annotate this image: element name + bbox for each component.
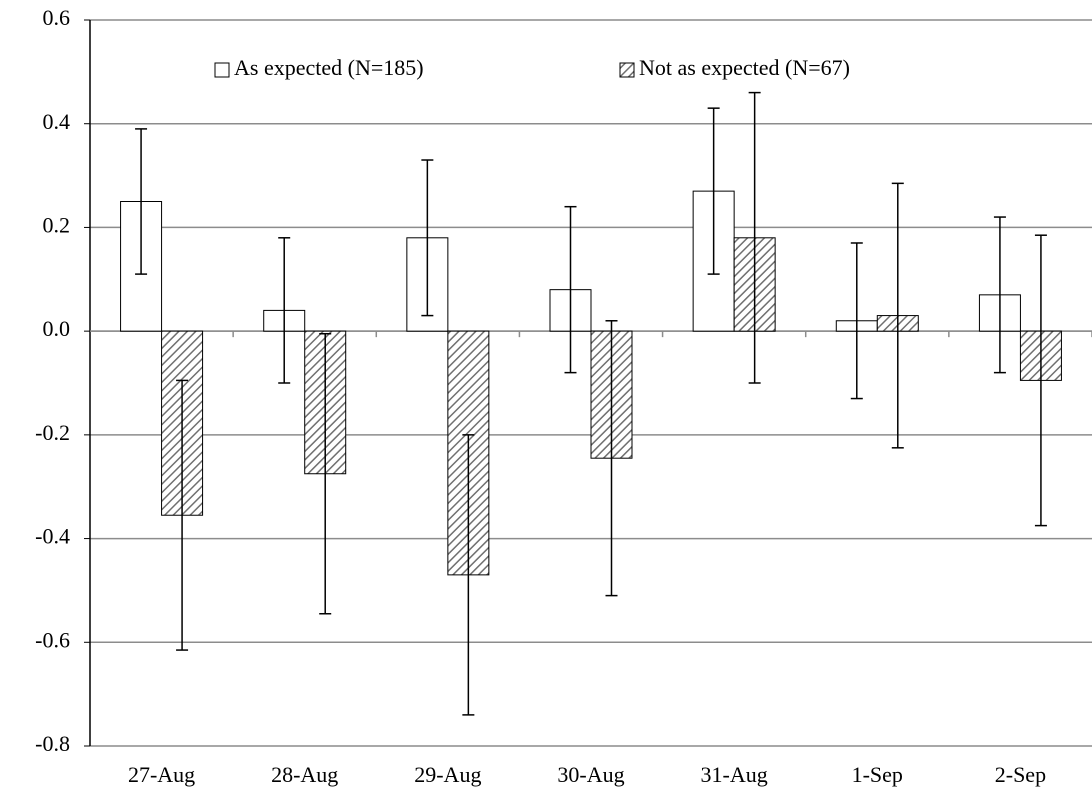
error-bar (564, 205, 577, 374)
error-bar (319, 332, 332, 615)
error-bar (707, 107, 720, 275)
legend-label: As expected (N=185) (234, 55, 424, 80)
y-tick-label: 0.2 (43, 212, 71, 237)
y-tick-label: -0.4 (35, 524, 70, 549)
error-bar (891, 182, 904, 449)
error-bar (278, 237, 291, 384)
x-tick-label: 29-Aug (414, 762, 481, 787)
y-tick-label: 0.0 (43, 316, 71, 341)
x-tick-label: 31-Aug (701, 762, 768, 787)
error-bar (462, 434, 475, 716)
x-tick-label: 27-Aug (128, 762, 195, 787)
error-bar (135, 128, 148, 275)
error-bar (748, 91, 761, 384)
y-tick-label: -0.8 (35, 731, 70, 756)
x-tick-label: 2-Sep (995, 762, 1046, 787)
error-bar (1034, 234, 1047, 527)
y-tick-label: 0.6 (43, 5, 71, 30)
legend-swatch (619, 62, 635, 78)
x-tick-label: 30-Aug (557, 762, 624, 787)
error-bar (421, 159, 434, 317)
error-bar (993, 216, 1006, 374)
x-tick-label: 28-Aug (271, 762, 338, 787)
error-bar (605, 320, 618, 597)
y-tick-label: -0.6 (35, 627, 70, 652)
y-tick-label: -0.2 (35, 420, 70, 445)
y-tick-label: 0.4 (43, 109, 71, 134)
x-tick-label: 1-Sep (852, 762, 903, 787)
legend-swatch (214, 62, 230, 78)
legend-label: Not as expected (N=67) (639, 55, 850, 80)
error-bar (850, 242, 863, 400)
error-bar (176, 379, 189, 651)
